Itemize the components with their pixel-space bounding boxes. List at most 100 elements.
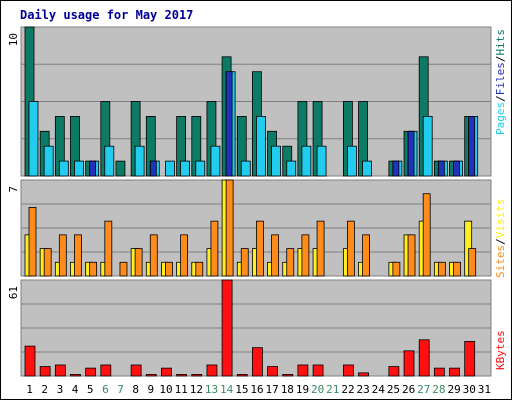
x-tick-label-day-6: 6: [102, 383, 109, 396]
bar-kbytes-day-20: [312, 364, 324, 377]
bar-sites-day-16: [256, 220, 264, 277]
bar-sites-day-5: [89, 261, 98, 277]
legend-separator: /: [494, 56, 507, 63]
bar-pages-day-25: [392, 160, 400, 177]
bar-pages-day-29: [453, 160, 460, 177]
x-tick-label-day-23: 23: [357, 383, 370, 396]
x-tick-label-day-25: 25: [387, 383, 400, 396]
bar-sites-day-10: [165, 261, 173, 277]
bar-sites-day-1: [28, 207, 37, 277]
bar-files-day-12: [195, 160, 206, 177]
panel-max-label: 10: [7, 33, 20, 46]
x-tick-label-day-27: 27: [417, 383, 430, 396]
bar-pages-day-5: [89, 160, 97, 177]
bar-files-day-18: [286, 160, 297, 177]
bar-kbytes-day-16: [252, 347, 263, 377]
x-tick-label-day-15: 15: [235, 383, 248, 396]
bar-sites-day-9: [149, 234, 158, 277]
bar-sites-day-3: [58, 234, 67, 277]
panel-max-label: 7: [7, 186, 20, 193]
bar-kbytes-day-4: [70, 374, 81, 377]
x-tick-label-day-9: 9: [148, 383, 155, 396]
x-tick-label-day-2: 2: [41, 383, 48, 396]
bar-kbytes-day-26: [403, 350, 415, 377]
bar-files-day-20: [316, 145, 327, 177]
bar-kbytes-day-9: [145, 374, 157, 377]
bar-sites-day-25: [392, 261, 401, 277]
bar-kbytes-day-15: [236, 374, 248, 377]
x-tick-label-day-4: 4: [72, 383, 79, 396]
x-tick-label-day-1: 1: [26, 383, 33, 396]
bar-kbytes-day-1: [24, 345, 36, 377]
x-tick-label-day-26: 26: [402, 383, 415, 396]
bar-sites-day-13: [210, 220, 219, 277]
x-tick-label-day-11: 11: [175, 383, 188, 396]
x-tick-label-day-8: 8: [132, 383, 139, 396]
panel-legend: Pages/Files/Hits: [494, 29, 507, 135]
bar-files-day-1: [28, 101, 39, 177]
bar-files-day-2: [43, 145, 54, 177]
legend-files: Files: [494, 62, 507, 95]
bar-kbytes-day-14: [221, 279, 233, 377]
bar-files-day-15: [240, 160, 251, 177]
x-tick-label-day-12: 12: [190, 383, 203, 396]
bar-sites-day-12: [195, 261, 204, 277]
panel-legend: Sites/Visits: [494, 199, 507, 279]
bar-files-day-11: [180, 160, 191, 177]
legend-pages: Pages: [494, 102, 507, 135]
bar-kbytes-day-19: [297, 364, 309, 377]
x-tick-label-day-17: 17: [266, 383, 279, 396]
panel-max-label: 61: [7, 286, 20, 299]
bar-files-day-13: [210, 145, 221, 177]
bar-sites-day-18: [286, 248, 295, 277]
x-tick-label-day-19: 19: [296, 383, 309, 396]
x-tick-label-day-20: 20: [311, 383, 324, 396]
bar-kbytes-day-12: [191, 374, 203, 377]
bar-sites-day-14: [225, 179, 234, 277]
bar-kbytes-day-30: [464, 340, 476, 377]
panel-legend: KBytes: [494, 330, 507, 370]
bar-pages-day-30: [468, 116, 476, 177]
bar-pages-day-28: [437, 160, 445, 177]
bar-sites-day-30: [468, 248, 477, 277]
bar-files-day-3: [58, 160, 69, 177]
bar-kbytes-day-27: [418, 339, 430, 377]
bar-kbytes-day-18: [282, 374, 294, 377]
x-axis-day-labels: 1 2 3 4 5 6 7 8 9 10 11 12 13 14 15 16 17 18 19 20 21 22 23 24 2…: [26, 383, 491, 396]
bar-pages-day-26: [407, 130, 415, 177]
x-tick-label-day-13: 13: [205, 383, 218, 396]
bar-files-day-23: [362, 160, 372, 177]
legend-hits: Hits: [494, 29, 507, 56]
bar-sites-day-2: [43, 248, 52, 277]
bar-sites-day-26: [407, 234, 416, 277]
panel-visits: 7 Sites/Visits: [7, 179, 507, 279]
bar-sites-day-23: [362, 234, 370, 277]
bar-sites-day-20: [316, 220, 325, 277]
x-tick-label-day-5: 5: [87, 383, 94, 396]
bar-sites-day-6: [104, 220, 113, 277]
bar-sites-day-8: [134, 248, 143, 277]
bar-pages-day-9: [149, 160, 157, 177]
chart-title: Daily usage for May 2017: [20, 8, 193, 22]
x-tick-label-day-24: 24: [372, 383, 386, 396]
bar-kbytes-day-28: [433, 367, 445, 377]
legend-visits: Visits: [494, 199, 507, 239]
bar-sites-day-28: [437, 261, 446, 277]
bar-files-day-10: [165, 160, 175, 177]
bar-sites-day-29: [453, 261, 461, 277]
x-tick-label-day-14: 14: [220, 383, 234, 396]
x-tick-label-day-10: 10: [159, 383, 172, 396]
bar-sites-day-19: [301, 234, 310, 277]
bar-sites-day-7: [119, 261, 128, 277]
bar-kbytes-day-3: [54, 364, 66, 377]
x-tick-label-day-29: 29: [447, 383, 460, 396]
x-tick-label-day-31: 31: [478, 383, 491, 396]
bar-kbytes-day-17: [267, 366, 278, 377]
x-tick-label-day-30: 30: [463, 383, 476, 396]
bar-files-day-17: [271, 145, 281, 177]
bar-sites-day-15: [240, 248, 249, 277]
bar-sites-day-4: [74, 234, 82, 277]
bar-files-day-22: [346, 145, 357, 177]
